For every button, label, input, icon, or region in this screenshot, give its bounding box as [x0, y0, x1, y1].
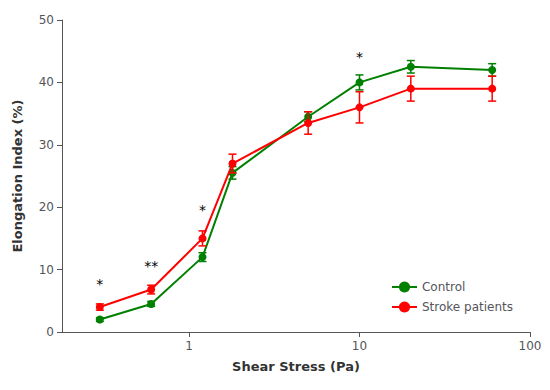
svg-text:*: * — [356, 49, 363, 65]
svg-text:30: 30 — [39, 138, 54, 152]
svg-text:*: * — [96, 276, 103, 292]
svg-text:Shear Stress (Pa): Shear Stress (Pa) — [232, 359, 360, 374]
svg-text:40: 40 — [39, 75, 54, 89]
svg-text:Elongation Index (%): Elongation Index (%) — [10, 99, 25, 252]
svg-text:0: 0 — [46, 325, 54, 339]
svg-text:50: 50 — [39, 13, 54, 27]
svg-text:1: 1 — [185, 339, 193, 353]
svg-text:100: 100 — [519, 339, 542, 353]
svg-text:**: ** — [144, 258, 158, 274]
svg-text:10: 10 — [39, 263, 54, 277]
svg-text:Stroke patients: Stroke patients — [422, 300, 513, 314]
svg-text:20: 20 — [39, 200, 54, 214]
svg-text:10: 10 — [352, 339, 367, 353]
svg-text:*: * — [199, 202, 206, 218]
svg-text:Control: Control — [422, 280, 465, 294]
